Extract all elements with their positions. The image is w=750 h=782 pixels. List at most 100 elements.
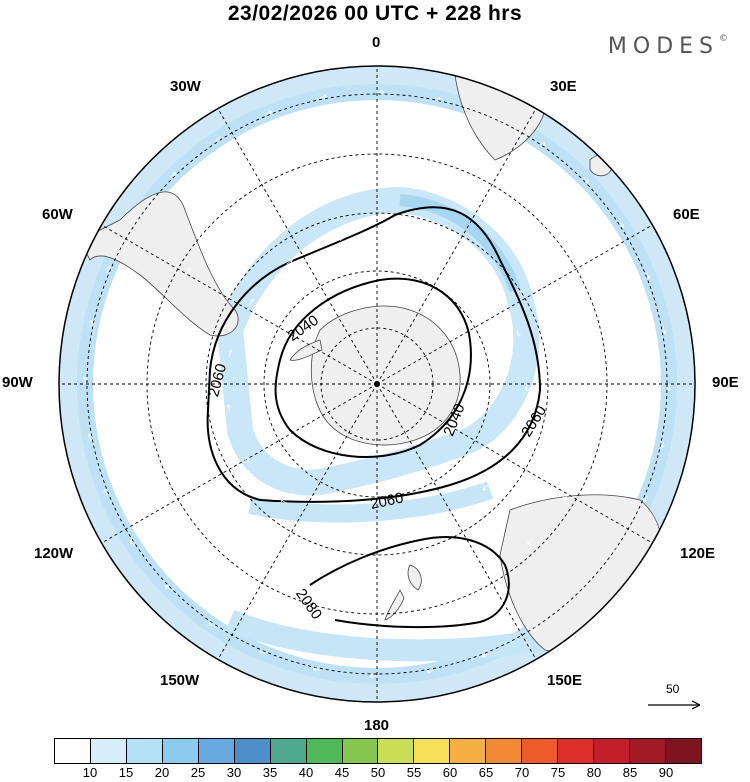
lon-label-120w: 120W bbox=[34, 545, 74, 562]
wind-arrow bbox=[214, 136, 221, 142]
meridian-line bbox=[217, 108, 378, 385]
colorbar-tick-label: 30 bbox=[226, 765, 242, 780]
longitude-meridians bbox=[59, 66, 695, 702]
reference-vector-value: 50 bbox=[666, 682, 680, 696]
wind-arrow bbox=[377, 89, 385, 95]
wind-arrow bbox=[588, 326, 593, 335]
wind-arrow bbox=[486, 193, 494, 198]
wind-arrow bbox=[539, 140, 546, 146]
new-zealand-south-land bbox=[384, 589, 405, 621]
wind-arrow bbox=[426, 668, 435, 674]
wind-arrow bbox=[186, 267, 191, 275]
wind-arrow bbox=[482, 484, 489, 491]
colorbar-tick-label: 85 bbox=[622, 765, 638, 780]
colorbar-tick-label: 75 bbox=[550, 765, 566, 780]
colorbar-tick-label: 10 bbox=[82, 765, 98, 780]
wind-arrow bbox=[328, 524, 337, 530]
wind-arrow bbox=[433, 96, 442, 101]
wind-arrow bbox=[163, 319, 168, 328]
colorbar-tick-label: 45 bbox=[334, 765, 350, 780]
wind-arrow bbox=[103, 488, 108, 496]
wind-arrow bbox=[369, 673, 377, 679]
wind-arrow bbox=[89, 319, 94, 328]
wind-arrow bbox=[661, 326, 667, 335]
colorbar-tick-label: 35 bbox=[262, 765, 278, 780]
wind-arrow bbox=[443, 249, 451, 254]
meridian-line bbox=[376, 383, 537, 660]
contour-2080 bbox=[309, 536, 510, 629]
meridian-line bbox=[101, 224, 378, 385]
wind-arrow bbox=[524, 384, 530, 392]
wind-arrow bbox=[312, 593, 321, 598]
colorbar-cell bbox=[450, 739, 487, 763]
meridian-line bbox=[217, 383, 378, 660]
colorbar-cell bbox=[90, 739, 127, 763]
wind-arrow bbox=[82, 376, 88, 384]
wind-arrow bbox=[319, 168, 328, 173]
colorbar-cell bbox=[306, 739, 343, 763]
wind-arrow bbox=[249, 298, 254, 306]
map-title: 23/02/2026 00 UTC + 228 hrs bbox=[227, 2, 523, 25]
colorbar-tick-label: 25 bbox=[190, 765, 206, 780]
wind-arrow bbox=[266, 189, 274, 194]
lon-label-60e: 60E bbox=[673, 206, 700, 223]
wind-arrow bbox=[161, 433, 166, 442]
wind-arrow bbox=[280, 499, 287, 505]
wind-arrow bbox=[487, 282, 493, 289]
wind-arrow bbox=[646, 272, 651, 280]
wind-arrow bbox=[165, 585, 171, 591]
wind-arrow bbox=[182, 487, 187, 495]
wind-arrow bbox=[335, 236, 343, 241]
wind-arrow bbox=[516, 329, 521, 337]
lon-label-180: 180 bbox=[364, 717, 390, 734]
wind-arrow bbox=[265, 110, 273, 115]
wind-arrow bbox=[258, 650, 266, 655]
reference-vector-head bbox=[691, 700, 701, 710]
meridian-line bbox=[376, 108, 537, 385]
colorbar-tick-label: 20 bbox=[154, 765, 170, 780]
colorbar-cell bbox=[378, 739, 415, 763]
lon-label-90e: 90E bbox=[712, 374, 739, 391]
lon-label-30w: 30W bbox=[170, 78, 201, 95]
wind-arrow bbox=[106, 265, 111, 273]
colorbar-cell bbox=[558, 739, 595, 763]
wind-arrow bbox=[586, 440, 591, 449]
wind-arrow bbox=[619, 221, 625, 228]
wind-arrow bbox=[527, 539, 533, 545]
southern-jet-band bbox=[248, 481, 494, 523]
colorbar-cell bbox=[342, 739, 379, 763]
wind-arrow bbox=[319, 94, 328, 100]
colorbar-tick-label: 80 bbox=[586, 765, 602, 780]
colorbar-cell bbox=[522, 739, 559, 763]
wind-arrow bbox=[433, 170, 442, 175]
antarctica-land bbox=[310, 305, 461, 446]
wind-arrow bbox=[286, 259, 293, 265]
colorbar-cell bbox=[198, 739, 235, 763]
map-boundary bbox=[58, 65, 696, 703]
wind-arrow bbox=[228, 349, 233, 357]
antarctic-peninsula-land bbox=[289, 339, 323, 361]
wind-arrow bbox=[312, 667, 321, 672]
colorbar-cell bbox=[630, 739, 666, 763]
colorbar-tick-label: 90 bbox=[658, 765, 674, 780]
south-pole-dot bbox=[374, 381, 380, 387]
wind-arrow bbox=[426, 595, 435, 600]
wind-arrow bbox=[208, 622, 215, 628]
reference-vector bbox=[648, 700, 701, 710]
meridian-line bbox=[101, 383, 378, 544]
colorbar-cell bbox=[414, 739, 451, 763]
wind-arrow bbox=[377, 161, 385, 167]
contour-label-2060-c: 2060 bbox=[369, 489, 405, 513]
meridian-line bbox=[376, 383, 653, 544]
colorbar bbox=[54, 738, 702, 764]
lon-label-120e: 120E bbox=[680, 545, 716, 562]
wind-arrow bbox=[129, 540, 135, 547]
wind-arrow bbox=[216, 534, 222, 540]
colorbar-cell bbox=[486, 739, 523, 763]
wind-arrow bbox=[594, 384, 600, 392]
wind-arrow bbox=[583, 177, 589, 183]
colorbar-tick-label: 60 bbox=[442, 765, 458, 780]
colorbar-tick-label: 55 bbox=[406, 765, 422, 780]
south-america-land bbox=[79, 191, 239, 337]
